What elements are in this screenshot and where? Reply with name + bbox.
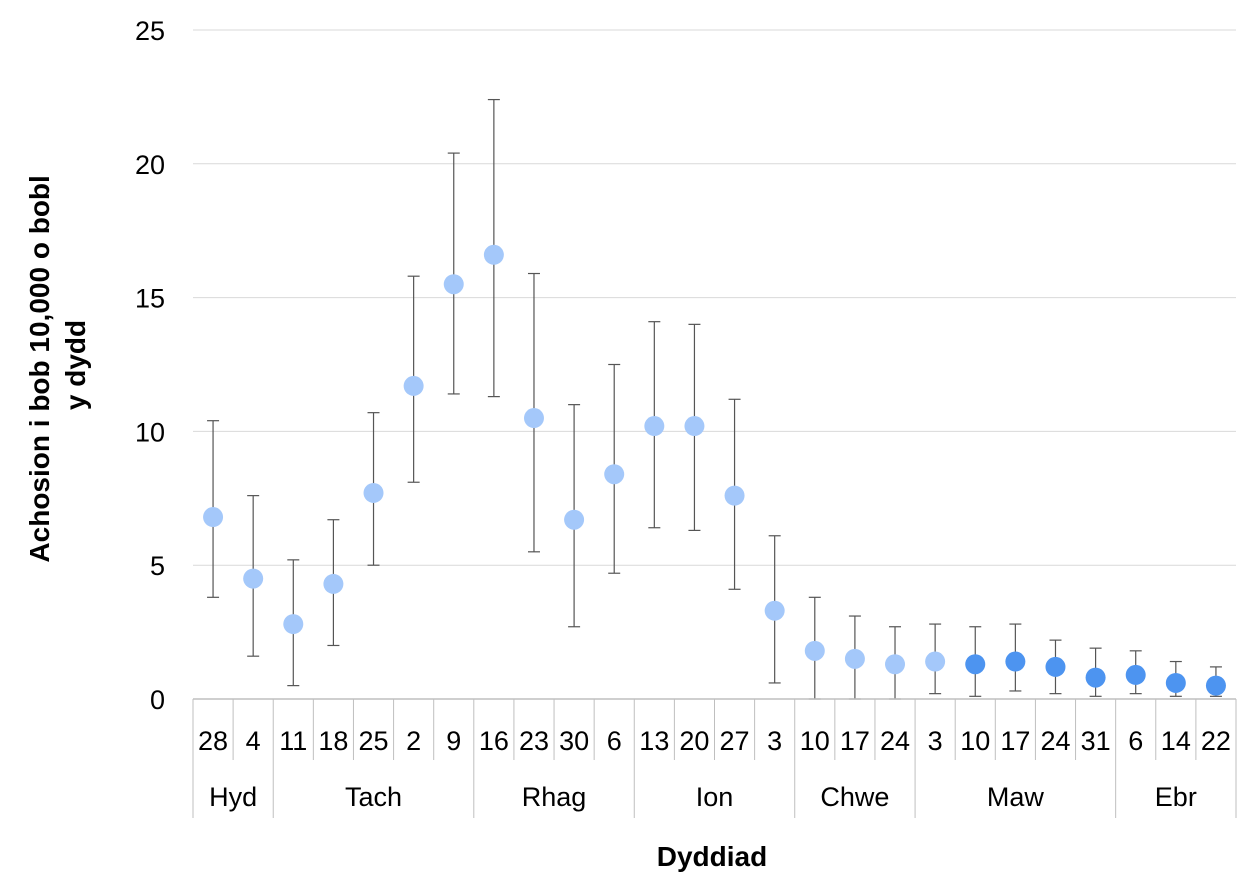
y-tick-label: 15 bbox=[135, 284, 165, 314]
data-point bbox=[203, 507, 224, 528]
data-point bbox=[844, 648, 865, 669]
x-tick-label: 9 bbox=[446, 726, 461, 756]
x-tick-label: 17 bbox=[1000, 726, 1030, 756]
data-point bbox=[1085, 667, 1106, 688]
x-month-label: Ebr bbox=[1155, 782, 1197, 812]
x-tick-label: 22 bbox=[1201, 726, 1231, 756]
x-month-label: Maw bbox=[987, 782, 1045, 812]
y-tick-label: 10 bbox=[135, 417, 165, 447]
y-axis-ticks: 0 5 10 15 20 25 bbox=[135, 16, 165, 715]
y-tick-label: 0 bbox=[150, 685, 165, 715]
x-tick-label: 6 bbox=[1128, 726, 1143, 756]
data-point bbox=[1005, 651, 1026, 672]
x-tick-label: 10 bbox=[800, 726, 830, 756]
x-tick-label: 28 bbox=[198, 726, 228, 756]
data-point bbox=[523, 408, 544, 429]
data-point bbox=[644, 416, 665, 437]
x-tick-label: 27 bbox=[720, 726, 750, 756]
data-point bbox=[764, 600, 785, 621]
y-axis-title-line-2: y dydd bbox=[60, 320, 91, 410]
x-tick-label: 10 bbox=[960, 726, 990, 756]
x-tick-label: 24 bbox=[1040, 726, 1070, 756]
data-point bbox=[1165, 672, 1186, 693]
data-point bbox=[885, 654, 906, 675]
gridlines bbox=[193, 29, 1236, 566]
x-tick-label: 3 bbox=[928, 726, 943, 756]
data-point bbox=[363, 482, 384, 503]
x-tick-label: 13 bbox=[639, 726, 669, 756]
data-point bbox=[684, 416, 705, 437]
data-point bbox=[564, 509, 585, 530]
data-point bbox=[483, 244, 504, 265]
data-point bbox=[604, 464, 625, 485]
data-point bbox=[443, 274, 464, 295]
data-point bbox=[1125, 664, 1146, 685]
error-bars bbox=[207, 98, 1222, 700]
x-tick-label: 20 bbox=[679, 726, 709, 756]
x-tick-label: 23 bbox=[519, 726, 549, 756]
y-axis-title-line-1: Achosion i bob 10,000 o bobl bbox=[24, 175, 55, 562]
x-tick-label: 18 bbox=[318, 726, 348, 756]
x-month-label: Tach bbox=[345, 782, 402, 812]
x-tick-label: 2 bbox=[406, 726, 421, 756]
data-point bbox=[323, 573, 344, 594]
x-month-label: Chwe bbox=[820, 782, 889, 812]
x-tick-label: 30 bbox=[559, 726, 589, 756]
data-point bbox=[925, 651, 946, 672]
data-point bbox=[804, 640, 825, 661]
x-axis: 28 4 11 18 25 2 9 16 23 30 6 13 20 27 3 10 17 24 3 10 17 24 31… bbox=[192, 698, 1237, 818]
x-tick-label: 14 bbox=[1161, 726, 1191, 756]
x-month-label: Rhag bbox=[522, 782, 587, 812]
data-points bbox=[203, 244, 1226, 696]
x-tick-label: 6 bbox=[607, 726, 622, 756]
x-tick-label: 4 bbox=[246, 726, 261, 756]
y-axis-title: Achosion i bob 10,000 o bobl y dydd bbox=[24, 167, 91, 562]
data-point bbox=[283, 614, 304, 635]
x-month-label: Hyd bbox=[209, 782, 257, 812]
data-point bbox=[1205, 675, 1226, 696]
x-tick-label: 24 bbox=[880, 726, 910, 756]
x-tick-label: 31 bbox=[1081, 726, 1111, 756]
data-point bbox=[403, 375, 424, 396]
x-tick-label: 25 bbox=[358, 726, 388, 756]
x-tick-label: 11 bbox=[279, 726, 307, 756]
x-month-label: Ion bbox=[696, 782, 734, 812]
y-tick-label: 20 bbox=[135, 150, 165, 180]
x-tick-label: 3 bbox=[767, 726, 782, 756]
data-point bbox=[243, 568, 264, 589]
y-tick-label: 5 bbox=[150, 551, 165, 581]
x-tick-label: 16 bbox=[479, 726, 509, 756]
x-tick-label: 17 bbox=[840, 726, 870, 756]
data-point bbox=[724, 485, 745, 506]
data-point bbox=[965, 654, 986, 675]
data-point bbox=[1045, 656, 1066, 677]
x-axis-title: Dyddiad bbox=[657, 841, 767, 872]
y-tick-label: 25 bbox=[135, 16, 165, 46]
